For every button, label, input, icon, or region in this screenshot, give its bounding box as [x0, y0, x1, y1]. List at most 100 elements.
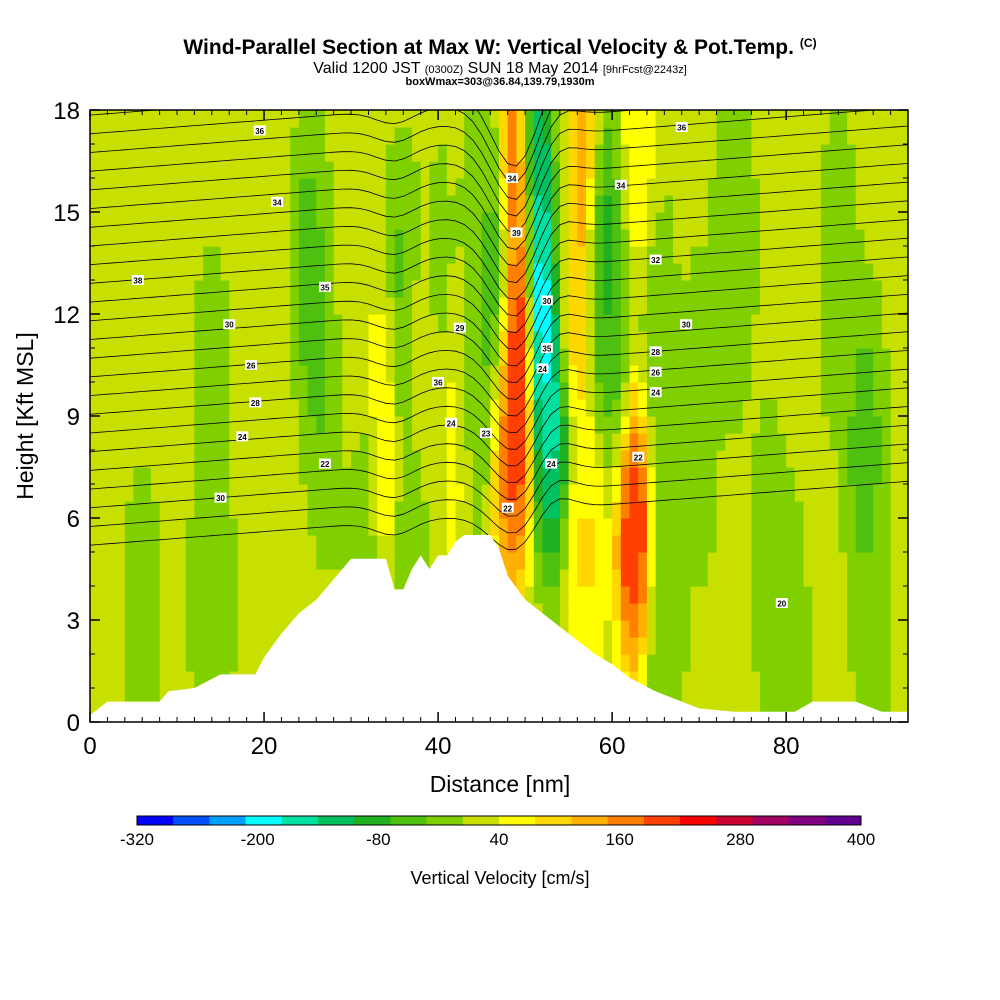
- field-cell: [316, 467, 326, 485]
- field-cell: [777, 535, 787, 553]
- field-cell: [542, 535, 552, 553]
- field-cell: [420, 178, 430, 196]
- field-cell: [472, 195, 483, 213]
- field-cell: [559, 569, 570, 587]
- field-cell: [716, 382, 726, 400]
- field-cell: [673, 569, 683, 587]
- field-cell: [751, 246, 761, 264]
- field-cell: [516, 246, 526, 264]
- field-cell: [116, 433, 126, 451]
- field-cell: [699, 331, 709, 349]
- field-cell: [803, 484, 813, 502]
- field-cell: [707, 603, 718, 621]
- field-cell: [298, 365, 309, 383]
- field-cell: [98, 280, 108, 298]
- field-cell: [603, 518, 613, 536]
- field-cell: [377, 365, 387, 383]
- field-cell: [794, 467, 805, 485]
- field-cell: [812, 535, 822, 553]
- field-cell: [342, 314, 352, 332]
- field-cell: [446, 127, 457, 145]
- field-cell: [760, 433, 770, 451]
- field-cell: [847, 450, 857, 468]
- field-cell: [333, 416, 343, 434]
- field-cell: [577, 348, 587, 366]
- field-cell: [116, 144, 126, 162]
- field-cell: [472, 484, 483, 502]
- field-cell: [255, 637, 265, 655]
- field-cell: [342, 450, 352, 468]
- field-cell: [603, 229, 613, 247]
- field-cell: [446, 382, 457, 400]
- field-cell: [699, 688, 709, 706]
- colorbar-tick-label: -200: [241, 830, 275, 849]
- field-cell: [377, 280, 387, 298]
- field-cell: [203, 382, 213, 400]
- field-cell: [812, 263, 822, 281]
- field-cell: [116, 569, 126, 587]
- field-cell: [150, 229, 161, 247]
- field-cell: [507, 314, 517, 332]
- field-cell: [742, 552, 752, 570]
- field-cell: [603, 450, 613, 468]
- field-cell: [768, 161, 779, 179]
- field-cell: [237, 501, 248, 519]
- field-cell: [603, 569, 613, 587]
- field-cell: [333, 331, 343, 349]
- field-cell: [646, 637, 657, 655]
- field-cell: [716, 688, 726, 706]
- field-cell: [203, 195, 213, 213]
- field-cell: [803, 637, 813, 655]
- field-cell: [864, 688, 874, 706]
- field-cell: [150, 637, 161, 655]
- field-cell: [446, 501, 457, 519]
- field-cell: [185, 399, 196, 417]
- field-cell: [90, 450, 100, 468]
- field-cell: [838, 671, 848, 689]
- field-cell: [812, 297, 822, 315]
- field-cell: [351, 127, 361, 145]
- field-cell: [673, 467, 683, 485]
- field-cell: [281, 280, 291, 298]
- x-tick-label: 0: [83, 733, 96, 760]
- colorbar-label: Vertical Velocity [cm/s]: [410, 868, 590, 888]
- field-cell: [690, 484, 700, 502]
- field-cell: [472, 110, 483, 128]
- field-cell: [733, 688, 744, 706]
- field-cell: [890, 603, 900, 621]
- field-cell: [324, 161, 335, 179]
- field-cell: [638, 382, 648, 400]
- field-cell: [185, 280, 196, 298]
- field-cell: [873, 552, 883, 570]
- field-cell: [620, 365, 631, 383]
- field-cell: [516, 314, 526, 332]
- field-cell: [603, 110, 613, 128]
- field-cell: [847, 433, 857, 451]
- field-cell: [229, 127, 239, 145]
- field-cell: [838, 280, 848, 298]
- field-cell: [342, 382, 352, 400]
- field-cell: [568, 297, 578, 315]
- field-cell: [620, 399, 631, 417]
- field-cell: [786, 688, 796, 706]
- field-cell: [229, 399, 239, 417]
- field-cell: [638, 246, 648, 264]
- field-cell: [673, 314, 683, 332]
- field-cell: [324, 382, 335, 400]
- field-cell: [246, 535, 256, 553]
- field-cell: [568, 280, 578, 298]
- svg-text:30: 30: [225, 321, 234, 330]
- field-cell: [673, 518, 683, 536]
- field-cell: [290, 195, 300, 213]
- field-cell: [794, 501, 805, 519]
- field-cell: [542, 161, 552, 179]
- field-cell: [264, 348, 274, 366]
- field-cell: [594, 586, 605, 604]
- field-cell: [98, 637, 108, 655]
- field-cell: [507, 382, 517, 400]
- field-cell: [855, 263, 866, 281]
- field-cell: [385, 297, 396, 315]
- isentrope-line: [90, 462, 908, 534]
- field-cell: [455, 433, 465, 451]
- field-cell: [890, 161, 900, 179]
